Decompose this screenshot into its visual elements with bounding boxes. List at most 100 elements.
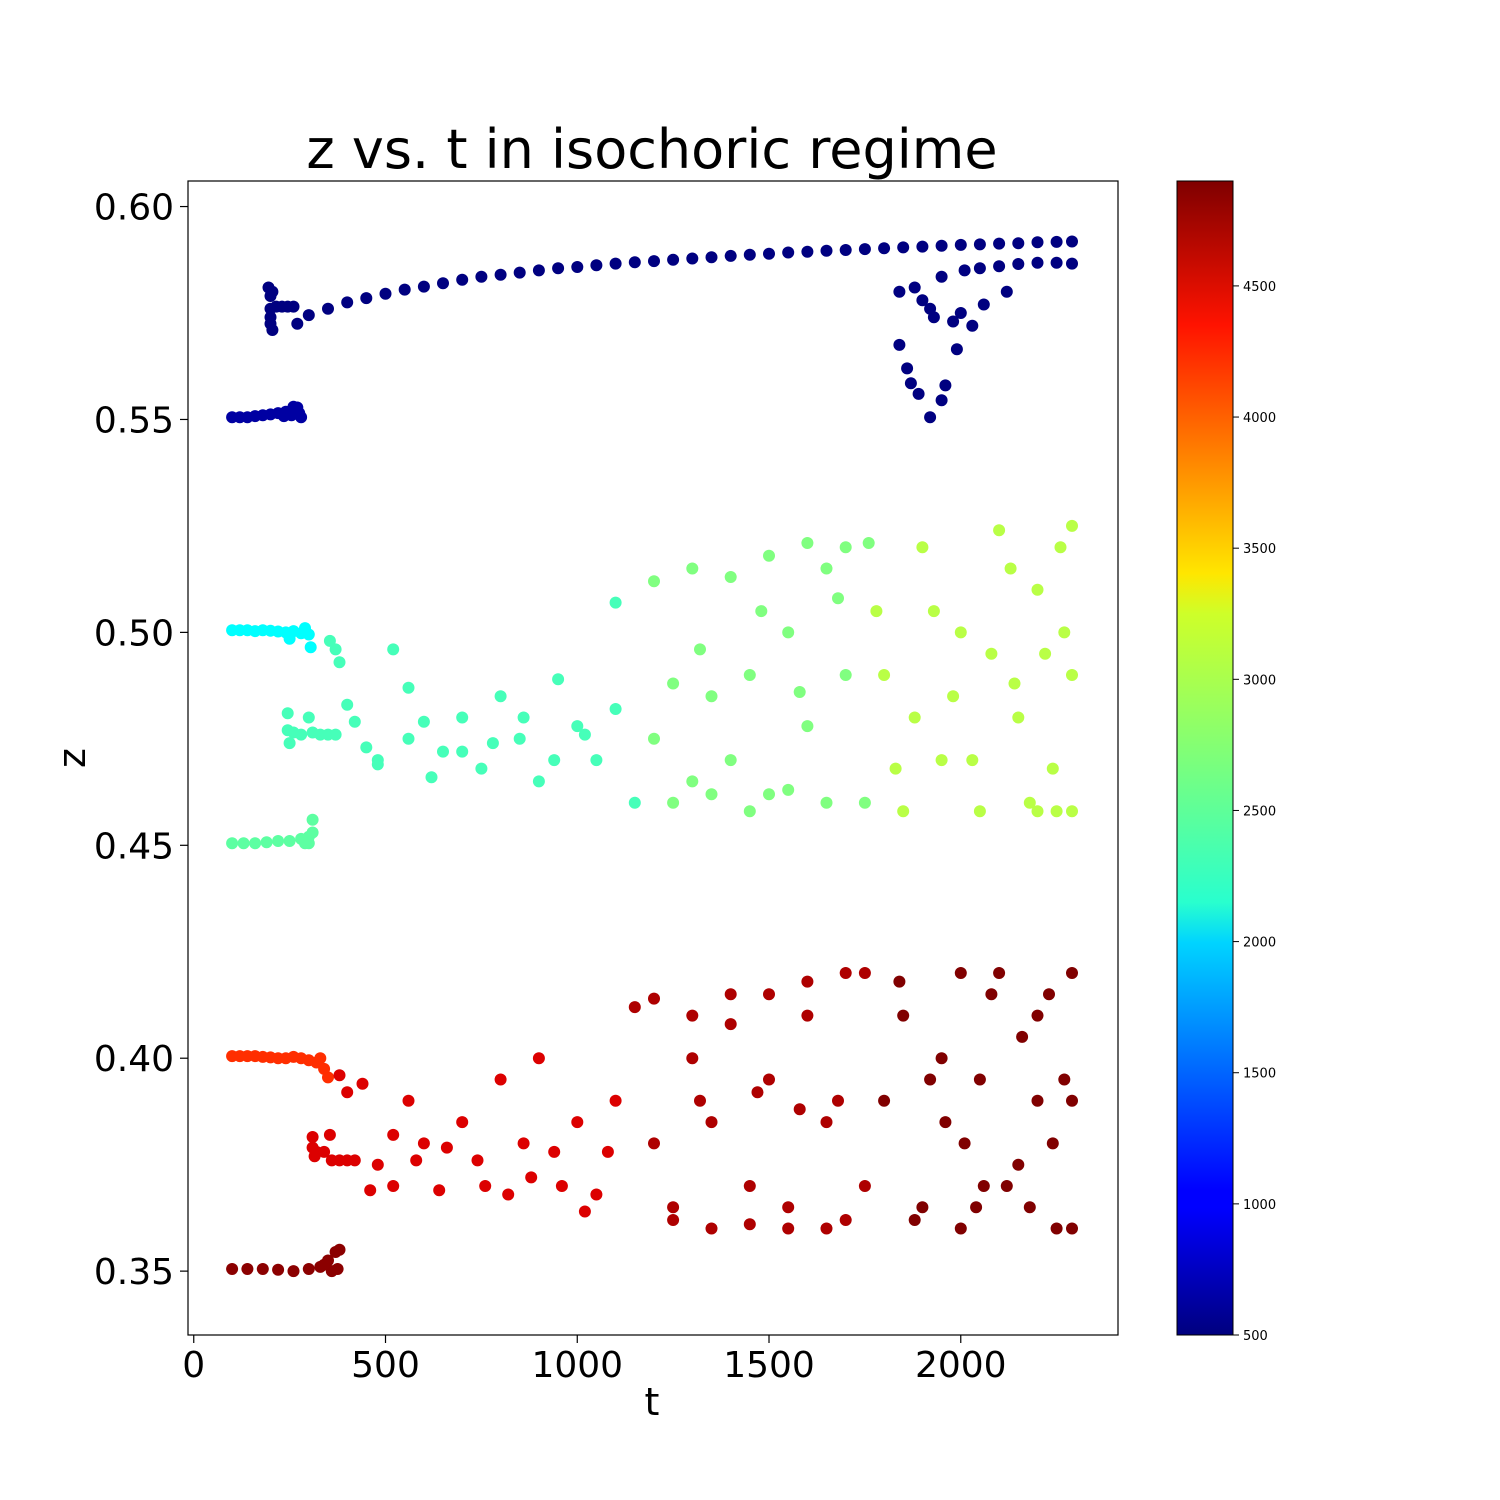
x-axis-label: t bbox=[645, 1380, 660, 1424]
data-point bbox=[517, 711, 530, 724]
chart-title: z vs. t in isochoric regime bbox=[306, 118, 997, 181]
data-point bbox=[858, 243, 871, 256]
data-point bbox=[360, 292, 373, 305]
data-point bbox=[578, 728, 591, 741]
colorbar-tick-label: 1000 bbox=[1243, 1198, 1276, 1213]
data-point bbox=[1023, 1201, 1036, 1214]
colorbar-tick-label: 1500 bbox=[1243, 1067, 1276, 1082]
x-tick-label: 500 bbox=[351, 1345, 420, 1386]
data-point bbox=[743, 248, 756, 261]
data-point bbox=[1058, 1073, 1071, 1086]
data-point bbox=[782, 783, 795, 796]
data-point bbox=[433, 1184, 446, 1197]
data-point bbox=[494, 690, 507, 703]
data-point bbox=[1050, 235, 1063, 248]
data-point bbox=[1023, 796, 1036, 809]
data-point bbox=[820, 562, 833, 575]
data-point bbox=[356, 1077, 369, 1090]
data-point bbox=[502, 1188, 515, 1201]
data-point bbox=[287, 300, 300, 313]
colorbar-tick-label: 3000 bbox=[1243, 673, 1276, 688]
data-point bbox=[966, 319, 979, 332]
data-point bbox=[743, 1218, 756, 1231]
data-point bbox=[950, 343, 963, 356]
y-tick-label: 0.45 bbox=[94, 826, 174, 867]
data-point bbox=[782, 626, 795, 639]
data-point bbox=[513, 732, 526, 745]
data-point bbox=[318, 1258, 331, 1271]
data-point bbox=[226, 1263, 239, 1275]
data-point bbox=[628, 1001, 641, 1014]
data-point bbox=[970, 1201, 983, 1214]
data-point bbox=[1066, 967, 1078, 979]
data-point bbox=[1066, 1222, 1078, 1235]
data-point bbox=[1050, 1222, 1063, 1235]
data-point bbox=[977, 298, 990, 311]
data-point bbox=[417, 1137, 430, 1150]
data-point bbox=[782, 1201, 795, 1214]
data-point bbox=[314, 1052, 327, 1065]
data-point bbox=[958, 1137, 971, 1150]
data-point bbox=[1000, 285, 1013, 298]
data-point bbox=[839, 967, 852, 979]
data-point bbox=[839, 244, 852, 256]
data-point bbox=[985, 647, 998, 660]
data-point bbox=[402, 732, 415, 745]
data-point bbox=[425, 771, 438, 784]
data-point bbox=[272, 835, 285, 847]
data-point bbox=[437, 745, 449, 758]
data-point bbox=[897, 805, 910, 818]
colorbar-gradient bbox=[1176, 180, 1234, 1336]
data-point bbox=[548, 1145, 561, 1158]
data-point bbox=[793, 686, 806, 698]
data-point bbox=[241, 1263, 254, 1275]
data-point bbox=[237, 837, 250, 850]
data-point bbox=[323, 634, 336, 647]
data-point bbox=[329, 643, 342, 656]
data-point bbox=[878, 242, 891, 255]
data-point bbox=[648, 255, 660, 268]
y-tick-label: 0.55 bbox=[94, 400, 174, 441]
data-point bbox=[387, 643, 400, 656]
data-point bbox=[601, 1145, 614, 1158]
data-point bbox=[1066, 1094, 1078, 1107]
data-point bbox=[475, 762, 488, 775]
data-point bbox=[916, 240, 929, 253]
data-point bbox=[555, 1180, 568, 1192]
data-point bbox=[456, 1116, 469, 1129]
data-point bbox=[609, 1094, 622, 1107]
data-point bbox=[283, 632, 296, 645]
data-point bbox=[302, 1263, 315, 1275]
data-point bbox=[912, 387, 925, 400]
data-point bbox=[954, 626, 967, 639]
data-point bbox=[410, 1154, 423, 1167]
data-point bbox=[341, 296, 354, 309]
data-point bbox=[1066, 235, 1078, 248]
data-point bbox=[1043, 988, 1055, 1001]
data-point bbox=[341, 1086, 354, 1099]
data-point bbox=[935, 754, 948, 767]
data-point bbox=[878, 1094, 891, 1107]
data-point bbox=[318, 1145, 331, 1158]
data-point bbox=[302, 309, 315, 322]
data-point bbox=[947, 315, 960, 328]
data-point bbox=[901, 362, 914, 375]
data-point bbox=[705, 690, 718, 703]
data-point bbox=[820, 796, 833, 809]
data-point bbox=[858, 796, 871, 809]
x-axis: 0 500 1000 1500 2000 bbox=[182, 1335, 1007, 1386]
data-point bbox=[751, 1086, 764, 1099]
data-point bbox=[686, 562, 699, 575]
data-point bbox=[417, 280, 430, 293]
data-point bbox=[858, 1180, 871, 1192]
data-point bbox=[954, 967, 967, 979]
data-point bbox=[724, 571, 737, 583]
data-point bbox=[226, 837, 239, 850]
data-point bbox=[763, 788, 775, 801]
data-point bbox=[306, 1131, 319, 1143]
data-point bbox=[486, 737, 499, 750]
y-tick-label: 0.40 bbox=[94, 1039, 174, 1080]
data-point bbox=[402, 681, 415, 694]
data-point bbox=[973, 805, 986, 818]
data-point bbox=[667, 1214, 680, 1226]
